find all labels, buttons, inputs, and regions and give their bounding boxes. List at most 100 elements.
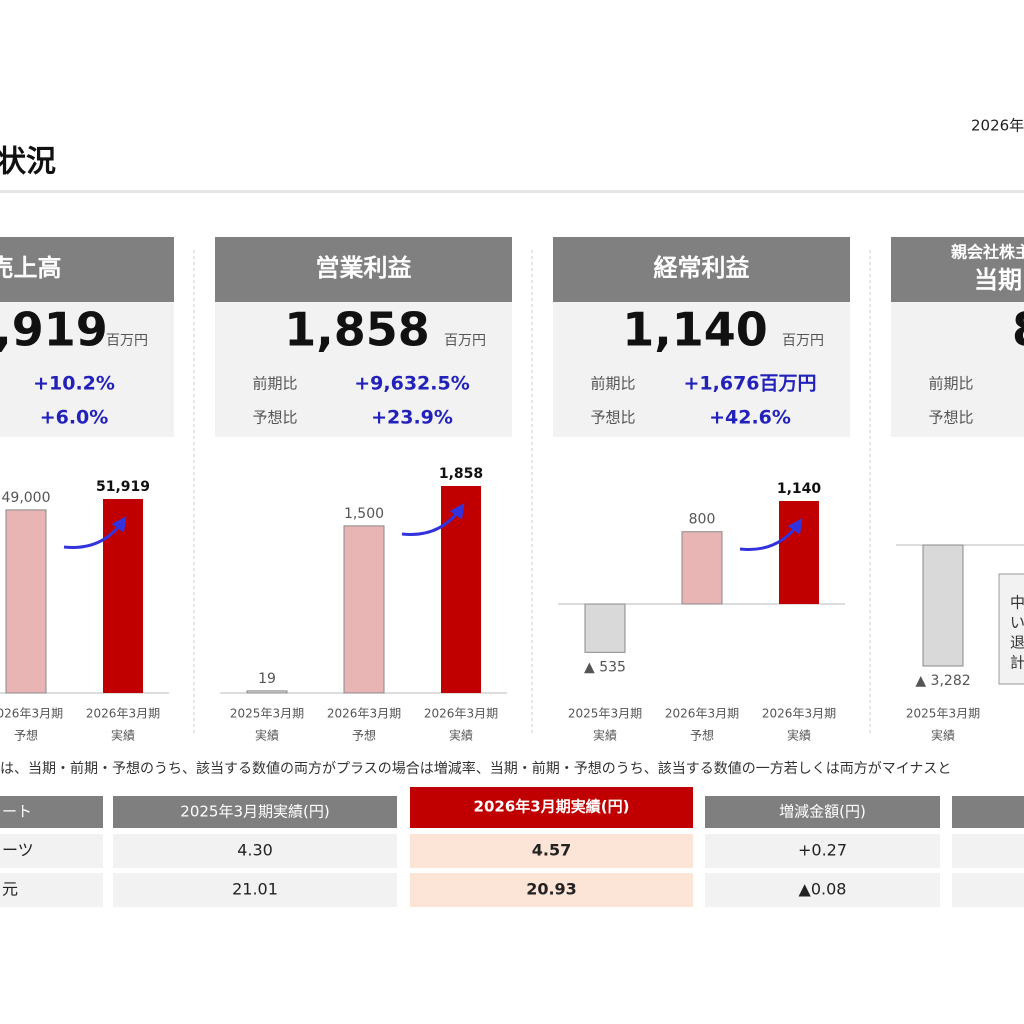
bar <box>779 501 819 604</box>
row-cell <box>113 873 397 907</box>
bar <box>441 486 481 693</box>
arrow <box>739 518 803 551</box>
x-label: 2026年3月期 <box>327 707 401 721</box>
value-label: 1,858 <box>439 466 483 482</box>
row-cell <box>952 834 1024 868</box>
row-label: 予想比 <box>590 409 635 427</box>
x-label: 実績 <box>787 728 811 743</box>
date: 2026年 <box>971 117 1024 135</box>
row-value: +9,632.5% <box>354 373 470 395</box>
header-cell <box>705 796 940 828</box>
bar <box>681 531 723 605</box>
x-label: 予想 <box>14 728 38 743</box>
bar <box>103 499 143 693</box>
x-label: 実績 <box>449 728 473 743</box>
cell-text: 元 <box>2 880 18 899</box>
x-label: 実績 <box>931 728 955 743</box>
row-cell <box>705 873 940 907</box>
x-label: 2025年3月期 <box>568 707 642 721</box>
header-text: 増減金額(円) <box>779 803 866 821</box>
row-cell <box>705 834 940 868</box>
x-label: 予想 <box>690 728 714 743</box>
note-line: 計 <box>1010 654 1024 672</box>
x-label: 実績 <box>593 728 617 743</box>
row-cell <box>952 873 1024 907</box>
note-line: 退 <box>1010 634 1024 652</box>
bar <box>343 525 385 694</box>
panel-body <box>215 302 512 437</box>
header-text: 2026年3月期実績(円) <box>474 798 630 816</box>
unit: 百万円 <box>782 333 824 349</box>
note-line: い <box>1010 614 1024 632</box>
x-label: 2026年3月期 <box>762 707 836 721</box>
header-cell <box>952 796 1024 828</box>
row-value: +6.0% <box>40 407 109 429</box>
value-label: 49,000 <box>2 490 51 506</box>
amount: 1,858 <box>284 303 430 357</box>
value-label: 800 <box>689 512 716 528</box>
row-cell <box>0 873 103 907</box>
row-cell <box>410 834 693 868</box>
x-label: 2026年3月期 <box>665 707 739 721</box>
value-label: 1,500 <box>344 506 384 522</box>
row-value: +1,676百万円 <box>683 373 816 395</box>
x-label: 2026年3月期 <box>86 707 160 721</box>
unit: 百万円 <box>444 333 486 349</box>
header-cell <box>410 787 693 828</box>
value-label: ▲ 3,282 <box>915 673 970 689</box>
cell-text: 4.30 <box>237 841 273 860</box>
cell-text: ▲0.08 <box>799 880 847 899</box>
bar <box>922 544 964 667</box>
row-value: +10.2% <box>33 373 115 395</box>
arrow <box>63 516 127 549</box>
row-label: 前期比 <box>590 375 635 393</box>
panel-header <box>891 237 1024 302</box>
x-label: 予想 <box>352 728 376 743</box>
panel-header <box>0 237 174 302</box>
amount: 51,919 <box>0 303 108 357</box>
cell-text: 21.01 <box>232 880 278 899</box>
note-box <box>998 573 1024 685</box>
header-text: 2025年3月期実績(円) <box>180 803 329 821</box>
x-label: 2026年3月期 <box>0 707 63 721</box>
panel-body <box>553 302 850 437</box>
panel-body <box>0 302 174 437</box>
cell-text: 20.93 <box>526 880 577 899</box>
row-cell <box>0 834 103 868</box>
bar <box>584 603 626 653</box>
amount: 1,140 <box>622 303 768 357</box>
row-cell <box>410 873 693 907</box>
title-rule <box>0 190 1024 193</box>
row-label: 予想比 <box>252 409 297 427</box>
x-label: 2026年3月期 <box>424 707 498 721</box>
page-title: 状況 <box>0 145 56 180</box>
panel-title: 親会社株主 <box>951 243 1024 262</box>
panel-header <box>215 237 512 302</box>
panel-header <box>553 237 850 302</box>
cell-text: 4.57 <box>532 841 571 860</box>
value-label: 51,919 <box>96 479 150 495</box>
panel-title: 売上高 <box>0 254 62 282</box>
row-cell <box>113 834 397 868</box>
value-label: 19 <box>258 671 276 687</box>
row-label: 予想比 <box>928 409 973 427</box>
cell-text: +0.27 <box>798 841 847 860</box>
value-label: ▲ 535 <box>584 659 626 675</box>
x-label: 実績 <box>111 728 135 743</box>
panel-title: 営業利益 <box>316 254 412 282</box>
unit: 百万円 <box>106 333 148 349</box>
header-text: ート <box>2 803 32 821</box>
row-value: +23.9% <box>371 407 453 429</box>
arrow <box>401 503 465 536</box>
panel-title: 経常利益 <box>654 254 750 282</box>
amount: 8 <box>1012 303 1024 357</box>
value-label: 1,140 <box>777 481 822 497</box>
footnote: は、当期・前期・予想のうち、該当する数値の両方がプラスの場合は増減率、当期・前期… <box>0 760 951 777</box>
cell-text: ーツ <box>2 841 34 860</box>
panel-body <box>891 302 1024 437</box>
note-line: 中 <box>1010 594 1024 612</box>
row-label: 前期比 <box>928 375 973 393</box>
x-label: 2025年3月期 <box>230 707 304 721</box>
